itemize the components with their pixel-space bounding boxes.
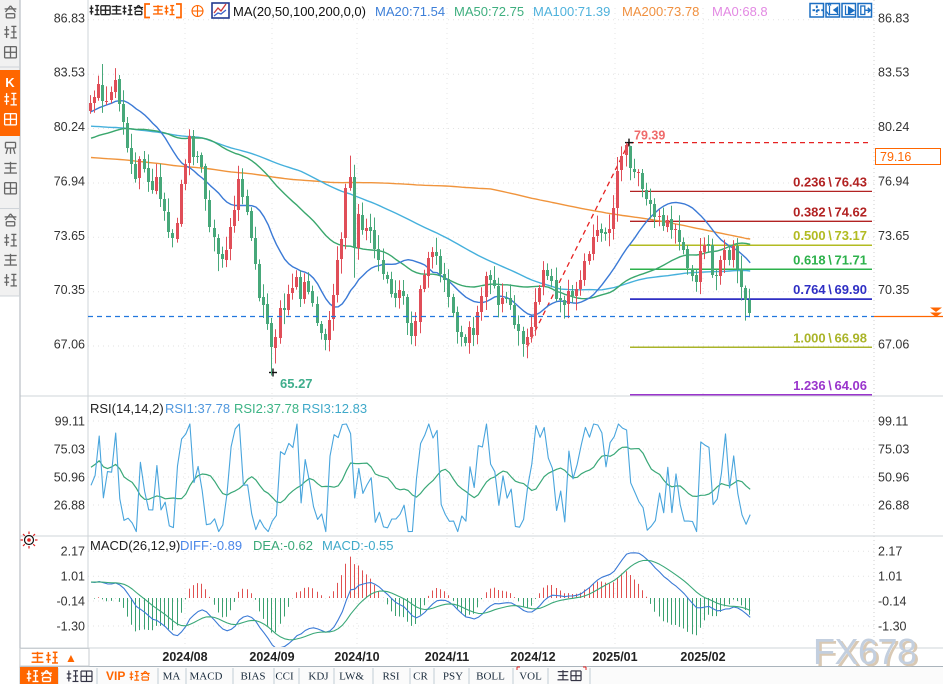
svg-text:99.11: 99.11 [878,415,908,429]
svg-text:MA200:73.78: MA200:73.78 [622,4,699,19]
svg-text:LW&: LW& [339,671,364,683]
svg-text:99.11: 99.11 [55,415,85,429]
svg-text:79.16: 79.16 [880,150,911,164]
svg-text:70.35: 70.35 [54,283,85,297]
svg-text:MA20:71.54: MA20:71.54 [375,4,445,19]
svg-text:-1.30: -1.30 [878,620,907,634]
svg-text:2025/02: 2025/02 [680,650,725,664]
svg-text:79.39: 79.39 [634,129,665,143]
svg-text:-0.14: -0.14 [57,595,86,609]
svg-text:1.01: 1.01 [878,570,902,584]
svg-text:0.500 \ 73.17: 0.500 \ 73.17 [793,228,867,243]
svg-text:80.24: 80.24 [54,120,85,134]
svg-text:50.96: 50.96 [878,471,909,485]
svg-text:CR: CR [413,671,428,683]
svg-text:1.01: 1.01 [61,570,85,584]
svg-text:0.236 \ 76.43: 0.236 \ 76.43 [793,174,867,189]
svg-text:FX678: FX678 [813,631,917,672]
svg-text:75.03: 75.03 [54,443,85,457]
svg-text:DIFF:-0.89: DIFF:-0.89 [180,538,242,553]
svg-text:MACD: MACD [189,671,222,683]
svg-text:MA0:68.8: MA0:68.8 [712,4,768,19]
svg-text:80.24: 80.24 [878,120,909,134]
svg-text:PSY: PSY [443,671,463,683]
svg-text:2024/08: 2024/08 [162,650,207,664]
svg-text:KDJ: KDJ [308,671,329,683]
svg-text:MA: MA [163,671,181,683]
svg-text:76.94: 76.94 [54,175,85,189]
svg-text:0.618 \ 71.71: 0.618 \ 71.71 [793,252,867,267]
svg-text:MA50:72.75: MA50:72.75 [454,4,524,19]
svg-text:2025/01: 2025/01 [592,650,637,664]
svg-text:65.27: 65.27 [280,376,313,391]
svg-text:26.88: 26.88 [878,499,909,513]
svg-text:VIP: VIP [106,669,125,683]
svg-text:70.35: 70.35 [878,283,909,297]
svg-text:67.06: 67.06 [54,338,85,352]
svg-text:83.53: 83.53 [878,66,909,80]
svg-text:MA(20,50,100,200,0,0): MA(20,50,100,200,0,0) [233,4,366,19]
svg-text:RSI3:12.83: RSI3:12.83 [302,401,367,416]
svg-text:RSI: RSI [382,671,399,683]
svg-text:2024/10: 2024/10 [334,650,379,664]
svg-text:2024/11: 2024/11 [425,650,470,664]
svg-text:76.94: 76.94 [878,175,909,189]
svg-text:26.88: 26.88 [54,499,85,513]
svg-text:2.17: 2.17 [61,545,85,559]
svg-text:MACD(26,12,9): MACD(26,12,9) [90,538,180,553]
svg-text:RSI(14,14,2): RSI(14,14,2) [90,401,164,416]
svg-text:1.000 \ 66.98: 1.000 \ 66.98 [793,330,867,345]
svg-text:83.53: 83.53 [54,66,85,80]
svg-text:2024/09: 2024/09 [249,650,294,664]
svg-text:K: K [5,75,15,90]
svg-text:67.06: 67.06 [878,338,909,352]
svg-text:86.83: 86.83 [878,11,909,25]
svg-text:1.236 \ 64.06: 1.236 \ 64.06 [793,378,867,393]
svg-text:▲: ▲ [65,651,77,665]
svg-text:86.83: 86.83 [54,11,85,25]
svg-text:-0.14: -0.14 [878,595,907,609]
svg-text:73.65: 73.65 [878,229,909,243]
svg-text:DEA:-0.62: DEA:-0.62 [253,538,313,553]
svg-text:-1.30: -1.30 [57,620,86,634]
svg-text:50.96: 50.96 [54,471,85,485]
svg-text:73.65: 73.65 [54,229,85,243]
svg-text:CCI: CCI [275,671,294,683]
svg-text:MACD:-0.55: MACD:-0.55 [322,538,394,553]
svg-text:BOLL: BOLL [476,671,505,683]
svg-text:2024/12: 2024/12 [510,650,555,664]
svg-text:RSI2:37.78: RSI2:37.78 [234,401,299,416]
svg-text:VOL: VOL [519,671,542,683]
svg-text:RSI1:37.78: RSI1:37.78 [165,401,230,416]
svg-text:75.03: 75.03 [878,443,909,457]
svg-text:BIAS: BIAS [240,671,265,683]
svg-text:0.764 \ 69.90: 0.764 \ 69.90 [793,282,867,297]
svg-text:0.382 \ 74.62: 0.382 \ 74.62 [793,204,867,219]
svg-text:2.17: 2.17 [878,545,902,559]
svg-text:MA100:71.39: MA100:71.39 [533,4,610,19]
